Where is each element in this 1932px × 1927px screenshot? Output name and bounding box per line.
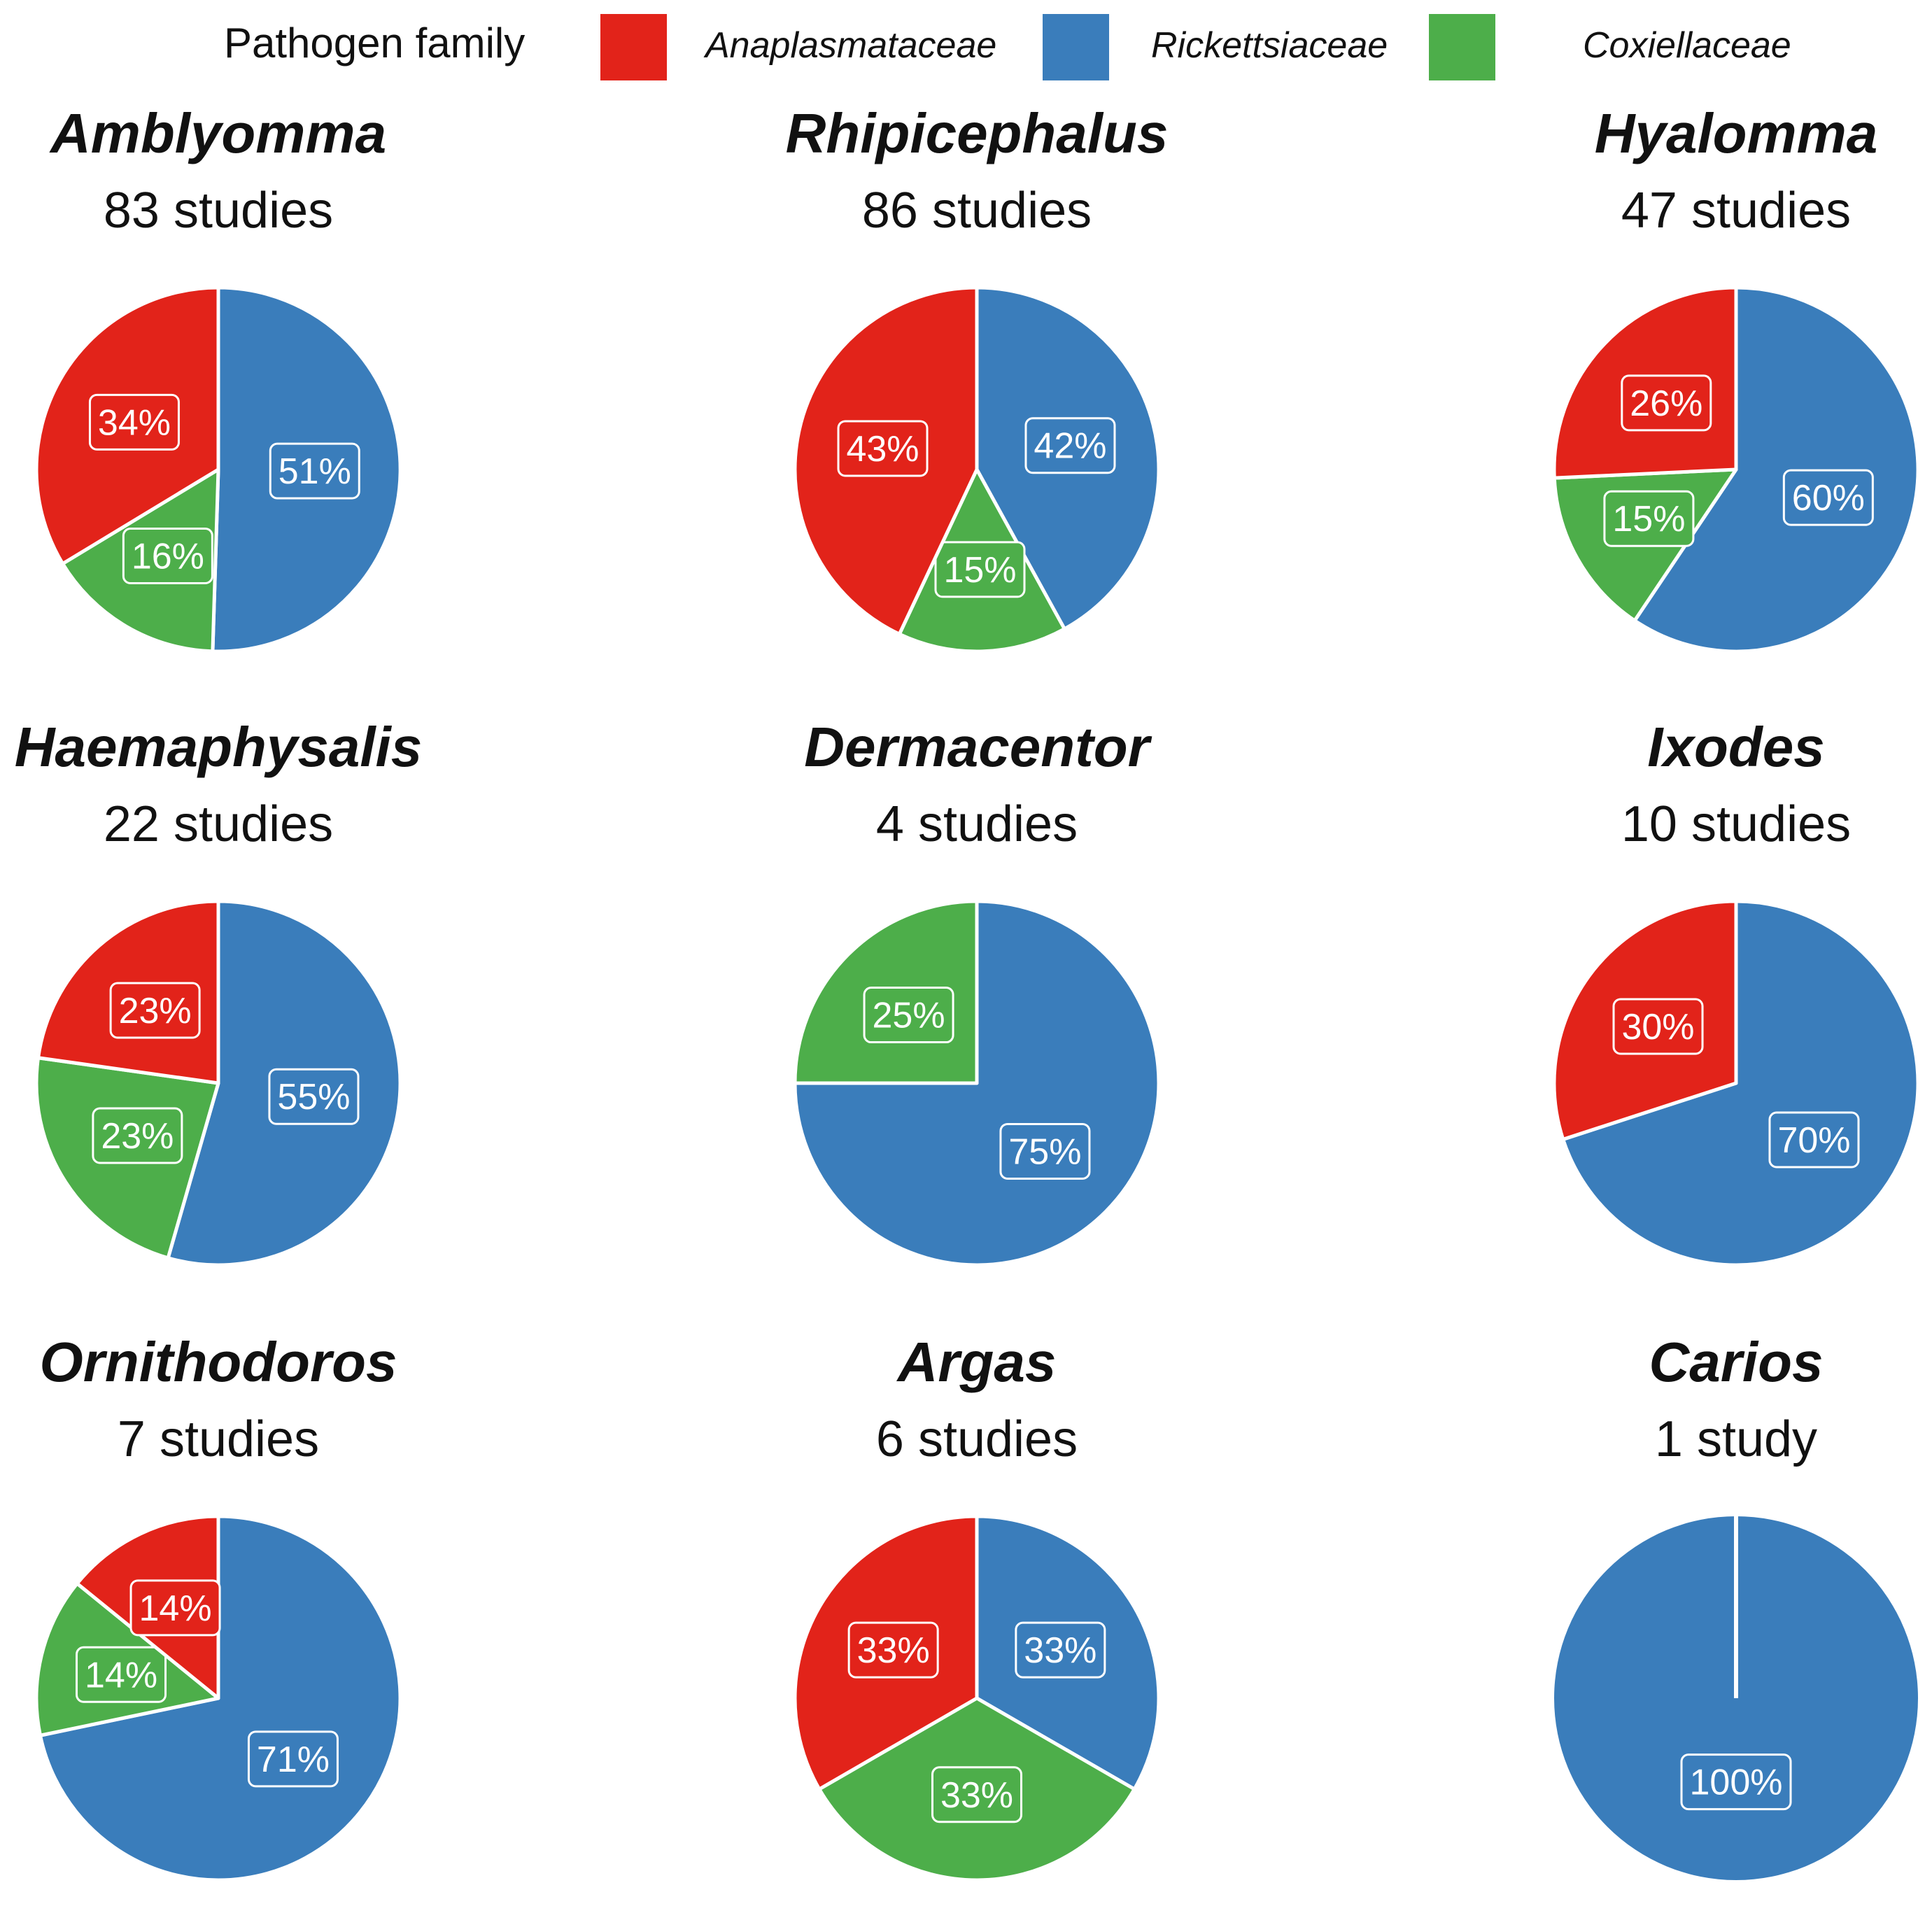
pie-label-box	[122, 527, 213, 584]
pie-slice-rickettsiaceae	[38, 1514, 402, 1882]
pie-label-box	[1603, 490, 1695, 547]
pie-label-box	[847, 1621, 939, 1679]
pie-subtitle: 83 studies	[104, 183, 333, 239]
pie-label-box	[109, 982, 201, 1039]
pies: Amblyomma 83 studies 51% 16% 34% Rhipicephalu…	[15, 102, 1920, 1882]
pie-label-box	[1768, 1111, 1860, 1169]
pie-data-label: 34%	[98, 402, 171, 443]
pie-title: Rhipicephalus	[786, 102, 1169, 164]
pie-amblyomma: Amblyomma 83 studies 51% 16% 34%	[34, 102, 402, 654]
pie-subtitle: 4 studies	[876, 796, 1078, 852]
pie-title: Ornithodoros	[39, 1331, 397, 1393]
pie-title: Hyalomma	[1595, 102, 1878, 164]
pie-hyalomma: Hyalomma 47 studies 60% 15% 26%	[1552, 102, 1920, 654]
pie-label-box	[88, 393, 180, 451]
pie-data-label: 15%	[1612, 499, 1685, 539]
pie-data-label: 16%	[132, 536, 204, 577]
pie-label-box	[934, 541, 1026, 598]
pie-label-box	[1015, 1621, 1106, 1679]
pie-subtitle: 6 studies	[876, 1411, 1078, 1467]
pie-label-box	[931, 1766, 1022, 1823]
pie-data-label: 70%	[1777, 1120, 1850, 1161]
pie-data-label: 30%	[1621, 1007, 1694, 1047]
legend-label-rickettsiaceae: Rickettsiaceae	[1151, 25, 1388, 66]
pie-subtitle: 47 studies	[1621, 183, 1851, 239]
legend-label-anaplasmataceae: Anaplasmataceae	[703, 25, 996, 66]
pie-title: Dermacentor	[804, 716, 1152, 778]
pie-label-box	[863, 987, 954, 1044]
pie-label-box	[1024, 417, 1116, 474]
pie-label-box	[129, 1579, 221, 1637]
pie-data-label: 100%	[1690, 1763, 1783, 1803]
pie-ornithodoros: Ornithodoros 7 studies 71% 14% 14%	[34, 1331, 402, 1882]
legend-swatch-anaplasmataceae	[600, 14, 667, 80]
pie-subtitle: 10 studies	[1621, 796, 1851, 852]
pie-title: Carios	[1649, 1331, 1824, 1393]
pie-title: Haemaphysalis	[15, 716, 423, 778]
pie-ixodes: Ixodes 10 studies 70% 30%	[1552, 716, 1920, 1267]
pie-data-label: 42%	[1034, 426, 1106, 467]
pie-argas: Argas 6 studies 33% 33% 33%	[793, 1331, 1161, 1882]
legend-swatch-coxiellaceae	[1429, 14, 1495, 80]
pie-label-box	[269, 442, 360, 500]
pie-data-label: 23%	[101, 1116, 174, 1157]
legend-label-coxiellaceae: Coxiellaceae	[1583, 25, 1791, 66]
pie-data-label: 26%	[1630, 383, 1702, 424]
pie-subtitle: 86 studies	[862, 183, 1092, 239]
pie-subtitle: 22 studies	[104, 796, 333, 852]
pie-title: Amblyomma	[49, 102, 386, 164]
pie-carios: Carios 1 study 100%	[1554, 1331, 1918, 1880]
pie-data-label: 33%	[1024, 1630, 1097, 1671]
pie-label-box	[268, 1068, 360, 1125]
legend-swatch-rickettsiaceae	[1043, 14, 1109, 80]
pie-label-box	[247, 1730, 339, 1788]
pie-data-label: 55%	[277, 1077, 350, 1117]
pie-dermacentor: Dermacentor 4 studies 75% 25%	[793, 716, 1161, 1267]
pie-data-label: 60%	[1792, 478, 1865, 518]
pie-label-box	[1782, 469, 1874, 526]
pie-rhipicephalus: Rhipicephalus 86 studies 42% 15% 43%	[786, 102, 1169, 654]
pie-label-box	[999, 1122, 1091, 1180]
pie-data-label: 43%	[846, 429, 919, 470]
pie-data-label: 14%	[139, 1588, 212, 1629]
pie-label-box	[1621, 374, 1712, 432]
pie-data-label: 51%	[278, 451, 351, 492]
pie-label-box	[837, 420, 929, 477]
pie-data-label: 25%	[873, 996, 945, 1036]
pie-data-label: 33%	[940, 1775, 1013, 1816]
pie-haemaphysalis: Haemaphysalis 22 studies 55% 23% 23%	[15, 716, 423, 1267]
pie-data-label: 23%	[119, 991, 192, 1031]
pie-data-label: 14%	[85, 1655, 157, 1695]
pie-slice-rickettsiaceae	[1561, 899, 1920, 1267]
pie-subtitle: 7 studies	[118, 1411, 319, 1467]
pie-label-box	[1612, 998, 1704, 1055]
pie-label-box	[1680, 1753, 1792, 1811]
pie-subtitle: 1 study	[1655, 1411, 1817, 1467]
pie-slice-rickettsiaceae	[1633, 285, 1920, 654]
pie-data-label: 71%	[257, 1739, 330, 1780]
pie-data-label: 15%	[943, 550, 1016, 591]
legend-title: Pathogen family	[224, 20, 525, 66]
pie-label-box	[76, 1646, 167, 1703]
pie-data-label: 33%	[857, 1630, 930, 1671]
pie-label-box	[92, 1107, 183, 1164]
legend: Pathogen family Anaplasmataceae Ricketts…	[224, 14, 1791, 80]
pie-title: Ixodes	[1647, 716, 1824, 778]
pie-data-label: 75%	[1008, 1131, 1081, 1172]
pie-title: Argas	[896, 1331, 1057, 1393]
